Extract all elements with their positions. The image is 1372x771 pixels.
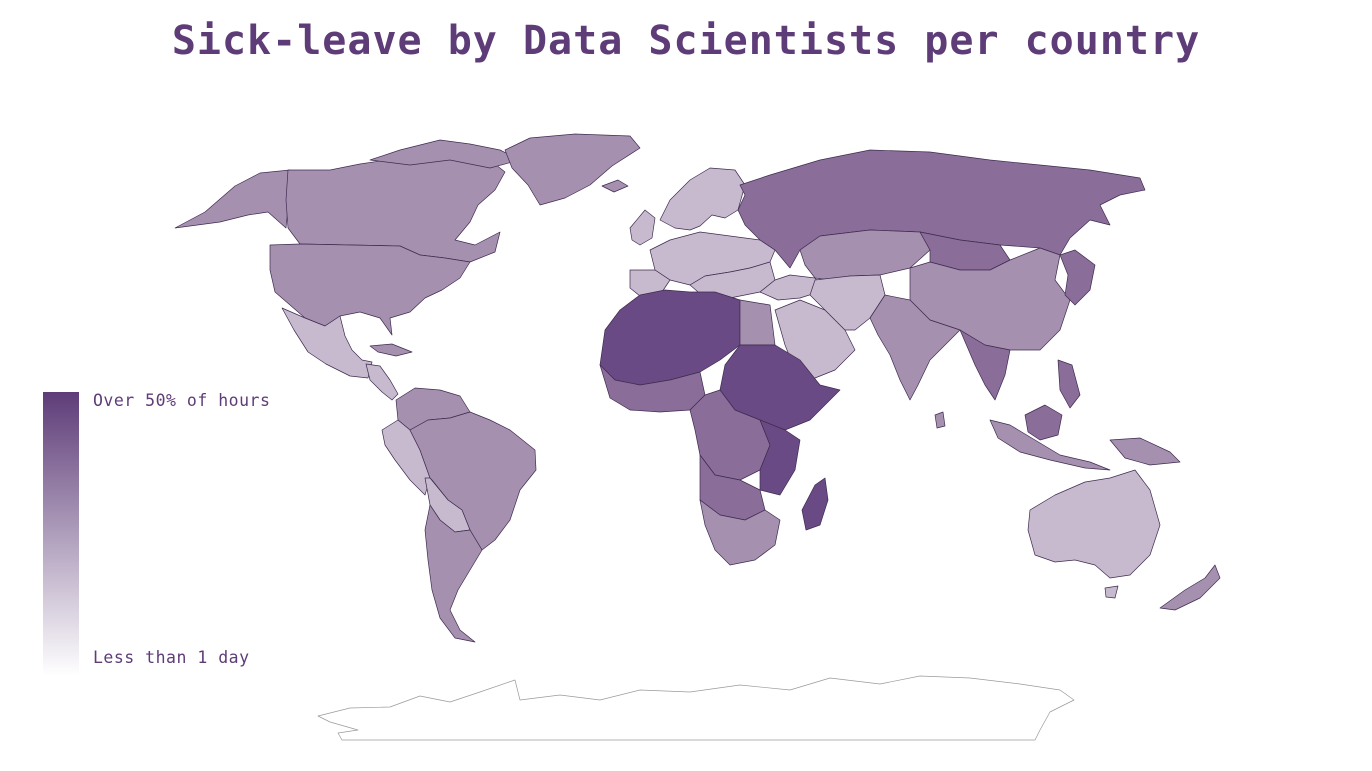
indonesia[interactable]	[989, 419, 1111, 471]
legend-min-label: Less than 1 day	[93, 648, 250, 667]
chart-title: Sick-leave by Data Scientists per countr…	[171, 18, 1201, 64]
central-america[interactable]	[365, 363, 399, 401]
new-guinea[interactable]	[1109, 437, 1181, 466]
tasmania[interactable]	[1104, 585, 1119, 599]
alaska[interactable]	[174, 169, 291, 229]
legend-max-label: Over 50% of hours	[93, 391, 271, 410]
scandinavia[interactable]	[659, 167, 746, 231]
madagascar[interactable]	[801, 477, 829, 531]
kazakhstan-central-asia[interactable]	[799, 229, 931, 281]
sudan-ethiopia[interactable]	[719, 344, 841, 431]
southern-africa[interactable]	[699, 499, 781, 566]
new-zealand[interactable]	[1159, 564, 1221, 611]
iran-afghanistan[interactable]	[809, 274, 886, 331]
sri-lanka[interactable]	[934, 411, 946, 429]
iceland[interactable]	[601, 179, 629, 193]
usa[interactable]	[269, 243, 471, 336]
australia[interactable]	[1027, 469, 1161, 579]
borneo-sulawesi[interactable]	[1024, 404, 1063, 441]
north-west-africa[interactable]	[599, 289, 741, 386]
india[interactable]	[869, 294, 961, 401]
east-africa[interactable]	[759, 419, 801, 496]
mexico[interactable]	[281, 307, 373, 379]
philippines[interactable]	[1057, 359, 1081, 409]
korea-japan[interactable]	[1059, 249, 1096, 306]
color-scale-bar	[43, 392, 79, 676]
russia[interactable]	[737, 149, 1146, 269]
antarctica[interactable]	[317, 675, 1075, 741]
greenland[interactable]	[504, 133, 641, 206]
cuba[interactable]	[369, 343, 413, 357]
southeast-asia[interactable]	[959, 329, 1011, 401]
egypt[interactable]	[739, 299, 776, 346]
uk-ireland[interactable]	[629, 209, 656, 246]
argentina-chile[interactable]	[424, 504, 483, 643]
